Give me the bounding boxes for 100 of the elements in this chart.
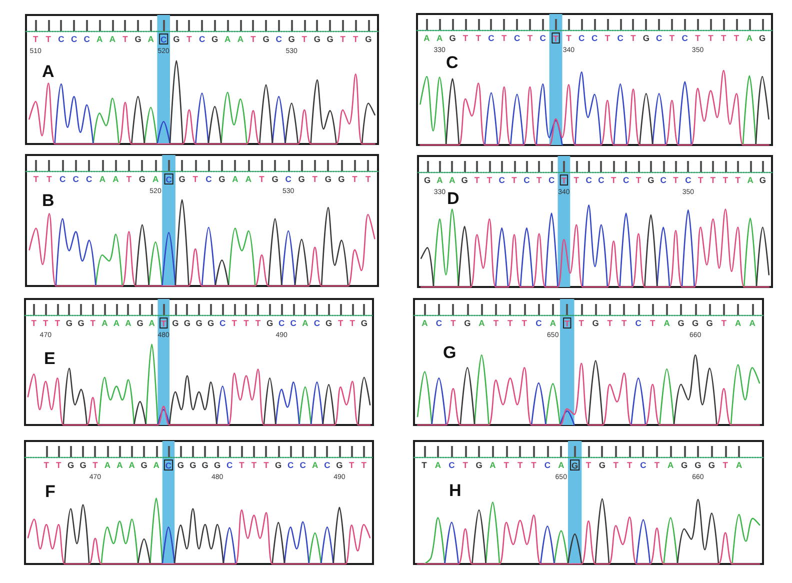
x-tick-label: C [635, 318, 642, 328]
x-tick-label: G [275, 460, 282, 470]
x-tick-label: C [86, 174, 92, 184]
x-tick-label: T [626, 460, 633, 470]
x-tick-label: T [508, 318, 514, 328]
x-tick-label: T [553, 34, 560, 44]
x-tick-label: A [112, 174, 119, 184]
x-tick-label: T [630, 33, 637, 43]
x-tick-label: C [206, 174, 212, 184]
x-tick-label: T [502, 33, 508, 43]
x-tick-label: G [759, 33, 766, 43]
x-tick-label: T [604, 33, 611, 43]
x-tick-label: G [694, 460, 702, 470]
x-tick-label: T [186, 34, 193, 44]
x-tick-label: T [43, 318, 50, 328]
x-tick-label: T [312, 174, 318, 184]
x-tick-label: T [239, 460, 246, 470]
x-tick-label: G [680, 460, 688, 470]
x-tick-label: T [353, 34, 359, 44]
x-tick-label: T [476, 33, 482, 43]
x-tick-label: T [722, 460, 729, 470]
x-tick-label: G [648, 175, 655, 185]
x-tick-label: C [72, 174, 79, 184]
x-tick-label: G [262, 34, 270, 44]
x-tick-label: G [184, 318, 191, 328]
x-tick-label: T [578, 318, 585, 328]
x-tick-label: C [514, 33, 520, 43]
x-tick-label: A [125, 318, 132, 328]
x-tick-label: T [486, 175, 493, 185]
x-tick-label: T [566, 33, 572, 43]
x-tick-label: A [245, 174, 252, 184]
x-tick-label: C [640, 460, 646, 470]
x-tick-label: G [314, 34, 321, 44]
x-tick-label: G [134, 34, 142, 44]
x-tick-label: A [237, 34, 244, 44]
x-tick-label: T [493, 318, 500, 328]
x-tick-label: G [642, 33, 650, 43]
x-tick-label: A [664, 318, 670, 328]
x-tick-label: T [349, 460, 356, 470]
x-tick-label: T [422, 460, 428, 470]
x-tick-label: G [678, 318, 685, 328]
x-tick-label: G [298, 174, 306, 184]
x-tick-label: G [202, 460, 209, 470]
x-tick-label: G [78, 318, 85, 328]
x-tick-label: A [104, 460, 110, 470]
x-tick-label: C [300, 460, 306, 470]
x-tick-label: T [708, 33, 714, 43]
x-tick-label: T [561, 176, 568, 186]
x-tick-label: T [33, 34, 39, 44]
x-tick-label: T [192, 174, 199, 184]
x-tick-label: A [148, 318, 155, 328]
x-tick-label: C [285, 174, 292, 184]
x-tick-label: G [461, 175, 468, 185]
x-tick-label: T [611, 175, 618, 185]
x-tick-label: C [656, 33, 662, 43]
x-tick-label: G [211, 34, 218, 44]
x-tick-label: C [544, 460, 551, 470]
x-tick-label: T [531, 460, 538, 470]
x-tick-label: A [153, 460, 160, 470]
x-tick-label: G [338, 174, 346, 184]
x-tick-label: G [266, 318, 274, 328]
chart-title: F [45, 482, 56, 501]
x-tick-label: T [650, 318, 656, 328]
x-tick-label: A [490, 460, 496, 470]
x-tick-label: T [735, 175, 742, 185]
x-tick-label: A [232, 174, 238, 184]
x-tick-label: C [488, 33, 494, 43]
x-tick-label: C [536, 318, 542, 328]
x-tick-label: T [338, 318, 344, 328]
x-tick-label: C [436, 318, 442, 328]
x-tick-label: A [746, 33, 752, 43]
x-tick-label: C [165, 460, 172, 470]
x-tick-label: T [361, 460, 368, 470]
x-tick-label: T [264, 460, 270, 470]
x-tick-label: T [695, 33, 702, 43]
x-tick-label: T [517, 460, 524, 470]
x-tick-label: T [255, 318, 262, 328]
x-tick-label: T [350, 318, 356, 328]
x-tick-label: C [498, 175, 505, 185]
x-tick-label: C [160, 34, 167, 44]
x-tick-label: A [422, 318, 428, 328]
x-tick-label: A [113, 318, 120, 328]
x-tick-label: T [607, 318, 614, 328]
x-tick-label: G [177, 460, 184, 470]
x-tick-label: T [673, 175, 680, 185]
x-tick-label: T [586, 460, 592, 470]
x-tick-label: G [214, 460, 222, 470]
chart-title: B [42, 191, 54, 210]
x-tick-label: C [84, 34, 90, 44]
x-tick-label: T [720, 33, 727, 43]
x-tick-label: C [276, 34, 282, 44]
x-tick-label: G [336, 460, 344, 470]
x-tick-label: A [102, 318, 108, 328]
x-tick-label: C [59, 174, 66, 184]
x-tick-label: A [128, 460, 135, 470]
x-tick-label: G [708, 460, 716, 470]
x-tick-label: T [44, 460, 50, 470]
x-tick-label: A [224, 34, 231, 44]
x-tick-label: A [96, 34, 103, 44]
x-tick-label: G [207, 318, 214, 328]
